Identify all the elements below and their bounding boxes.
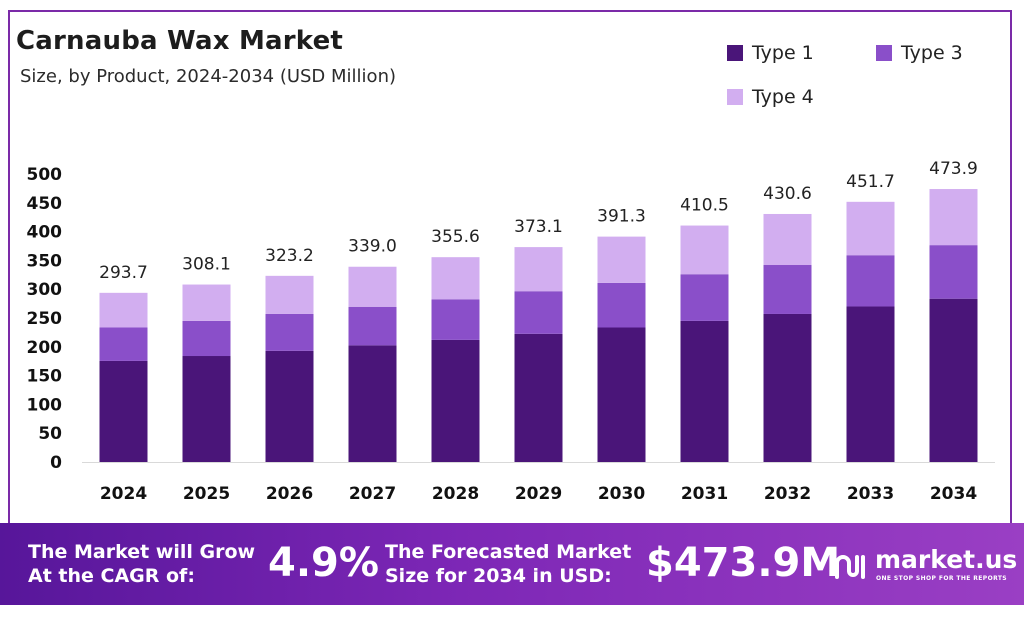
cagr-caption: The Market will Grow At the CAGR of: <box>28 540 255 588</box>
bar-segment-type-3 <box>348 306 397 346</box>
bar-total-label: 339.0 <box>348 237 397 257</box>
chart-title: Carnauba Wax Market <box>16 26 344 56</box>
bar-total-label: 293.7 <box>99 263 148 283</box>
y-tick-label: 200 <box>27 338 63 358</box>
y-tick-label: 0 <box>50 453 62 473</box>
stacked-bar-chart: 0 50 100 150 200 250 300 350 400 450 500 293.7 2024 3… <box>27 159 995 504</box>
legend-item-type-3: Type 3 <box>876 42 963 64</box>
bar-segment-type-4 <box>265 275 314 314</box>
bar-total-label: 473.9 <box>929 159 978 179</box>
bar-total-label: 430.6 <box>763 184 812 204</box>
x-tick-label: 2032 <box>764 484 811 504</box>
x-tick-label: 2027 <box>349 484 396 504</box>
x-tick-label: 2025 <box>183 484 230 504</box>
bar-segment-type-3 <box>182 320 231 357</box>
summary-banner: The Market will Grow At the CAGR of: 4.9… <box>0 523 1024 605</box>
legend-swatch-type-1 <box>727 45 743 61</box>
bar-total-label: 410.5 <box>680 196 729 216</box>
x-tick-label: 2029 <box>515 484 562 504</box>
brand-tagline: ONE STOP SHOP FOR THE REPORTS <box>876 575 1008 582</box>
forecast-caption-line-1: The Forecasted Market <box>385 541 632 563</box>
bar-segment-type-4 <box>846 201 895 256</box>
bar-segment-type-1 <box>929 298 978 462</box>
y-tick-label: 400 <box>27 223 63 243</box>
bar-segment-type-4 <box>763 213 812 266</box>
bar-total-label: 355.6 <box>431 227 480 247</box>
cagr-value: 4.9% <box>268 540 379 586</box>
bar-segment-type-3 <box>431 299 480 340</box>
bar-segment-type-3 <box>846 255 895 307</box>
bar-segment-type-1 <box>846 306 895 462</box>
legend-item-type-1: Type 1 <box>727 42 814 64</box>
bar-segment-type-3 <box>514 291 563 334</box>
bar-segment-type-4 <box>929 189 978 246</box>
bar-segment-type-1 <box>99 360 148 462</box>
market-us-logo-icon <box>835 555 865 579</box>
x-tick-label: 2033 <box>847 484 894 504</box>
y-tick-label: 100 <box>27 395 63 415</box>
bar-segment-type-3 <box>763 265 812 314</box>
y-tick-label: 450 <box>27 194 63 214</box>
bar-segment-type-1 <box>431 339 480 462</box>
bar-segment-type-3 <box>265 313 314 351</box>
bar-segment-type-3 <box>99 327 148 361</box>
bar-total-label: 391.3 <box>597 207 646 227</box>
bar-segment-type-1 <box>348 345 397 462</box>
bar-segment-type-3 <box>597 282 646 328</box>
bar-segment-type-4 <box>182 284 231 321</box>
y-tick-label: 300 <box>27 280 63 300</box>
bar-segment-type-1 <box>514 333 563 462</box>
chart-subtitle: Size, by Product, 2024-2034 (USD Million… <box>20 66 396 87</box>
bar-segment-type-1 <box>763 313 812 462</box>
brand-name: market.us <box>875 545 1018 574</box>
legend-label-type-1: Type 1 <box>752 42 814 64</box>
bar-segment-type-1 <box>182 356 231 462</box>
x-tick-label: 2026 <box>266 484 313 504</box>
y-tick-label: 50 <box>38 424 62 444</box>
cagr-caption-line-1: The Market will Grow <box>28 541 256 563</box>
forecast-caption: The Forecasted Market Size for 2034 in U… <box>385 540 631 588</box>
bar-segment-type-3 <box>929 245 978 299</box>
x-tick-label: 2024 <box>100 484 147 504</box>
bar-total-label: 373.1 <box>514 217 563 237</box>
forecast-caption-line-2: Size for 2034 in USD: <box>385 565 612 587</box>
y-tick-label: 250 <box>27 309 63 329</box>
bar-segment-type-4 <box>431 257 480 300</box>
bar-segment-type-3 <box>680 274 729 321</box>
legend-item-type-4: Type 4 <box>727 86 814 108</box>
forecast-value: $473.9M <box>646 540 841 586</box>
x-tick-label: 2031 <box>681 484 728 504</box>
x-tick-label: 2028 <box>432 484 479 504</box>
y-tick-label: 150 <box>27 367 63 387</box>
bar-segment-type-4 <box>597 236 646 283</box>
legend-swatch-type-3 <box>876 45 892 61</box>
brand-logo[interactable]: market.us ONE STOP SHOP FOR THE REPORTS <box>833 545 1017 595</box>
bar-segment-type-1 <box>597 327 646 462</box>
bar-segment-type-4 <box>514 247 563 292</box>
y-tick-label: 500 <box>27 165 63 185</box>
bar-total-label: 323.2 <box>265 246 314 266</box>
bar-total-label: 451.7 <box>846 172 895 192</box>
bar-total-label: 308.1 <box>182 255 231 275</box>
y-tick-label: 350 <box>27 251 63 271</box>
bar-segment-type-4 <box>348 266 397 307</box>
x-tick-label: 2034 <box>930 484 977 504</box>
bar-segment-type-4 <box>680 225 729 275</box>
legend-swatch-type-4 <box>727 89 743 105</box>
legend-label-type-3: Type 3 <box>901 42 963 64</box>
cagr-caption-line-2: At the CAGR of: <box>28 565 195 587</box>
x-tick-label: 2030 <box>598 484 645 504</box>
legend-label-type-4: Type 4 <box>752 86 814 108</box>
bar-segment-type-4 <box>99 292 148 328</box>
bar-segment-type-1 <box>680 320 729 462</box>
bar-segment-type-1 <box>265 350 314 462</box>
